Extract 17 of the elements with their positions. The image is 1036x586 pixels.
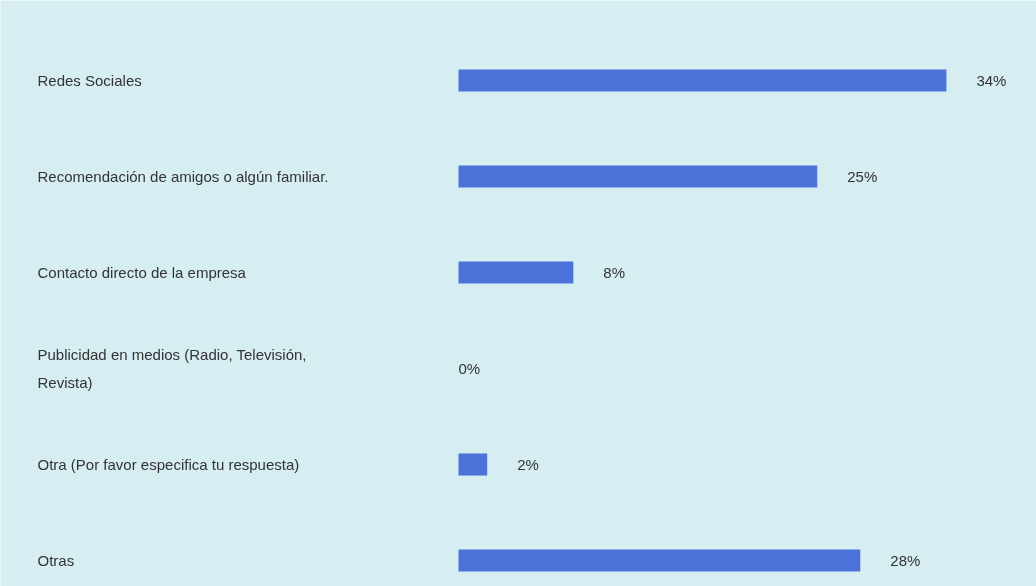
y-tick-label: Otras	[37, 552, 75, 569]
y-tick-label: Recomendación de amigos o algún familiar.	[37, 168, 329, 185]
y-tick-label: Otra (Por favor especifica tu respuesta)	[37, 456, 300, 473]
y-tick-label: Publicidad en medios (Radio, Televisión, Revista)	[37, 346, 307, 391]
data-label: 34%	[976, 72, 1007, 89]
bar	[458, 165, 818, 188]
data-label: 25%	[847, 168, 878, 185]
bar	[458, 549, 861, 572]
data-label: 2%	[517, 456, 539, 473]
y-tick-label: Contacto directo de la empresa	[37, 264, 247, 281]
bar	[458, 69, 947, 92]
bar	[458, 453, 488, 476]
y-tick-label: Redes Sociales	[37, 72, 142, 89]
data-label: 28%	[890, 552, 921, 569]
data-label: 0%	[458, 360, 481, 377]
bar	[458, 261, 574, 284]
data-label: 8%	[603, 264, 625, 281]
